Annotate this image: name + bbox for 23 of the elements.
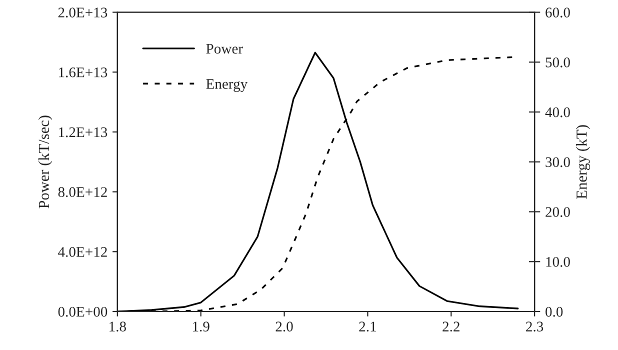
y-tick-label: 4.0E+12 <box>58 247 107 257</box>
legend-label: Energy <box>206 79 248 92</box>
y2-tick-label: 40.0 <box>545 107 570 118</box>
y2-tick-label: 0.0 <box>546 306 563 317</box>
legend-label: Power <box>206 44 243 54</box>
y-tick-label: 8.0E+12 <box>58 187 107 198</box>
x-tick-label: 2.2 <box>442 322 460 332</box>
y2-tick-label: 30.0 <box>546 157 570 168</box>
y-tick-label: 1.6E+13 <box>59 68 108 78</box>
y2-tick-label: 50.0 <box>546 57 570 68</box>
y-tick-label: 1.2E+13 <box>59 127 108 138</box>
x-tick-label: 2.3 <box>526 322 544 332</box>
y-axis-title: Power (kT/sec) <box>38 116 52 208</box>
y-tick-label: 2.0E+13 <box>58 8 108 18</box>
y2-tick-label: 20.0 <box>546 207 570 218</box>
x-tick-label: 1.9 <box>193 322 210 332</box>
x-tick-label: 2.1 <box>359 322 376 332</box>
x-tick-label: 2.0 <box>276 322 293 332</box>
y-tick-label: 0.0E+00 <box>58 306 108 317</box>
y2-tick-label: 60.0 <box>546 8 570 18</box>
y2-tick-label: 10.0 <box>546 256 570 267</box>
y2-axis-title: Energy (kT) <box>576 125 590 199</box>
x-tick-label: 1.8 <box>110 322 126 332</box>
